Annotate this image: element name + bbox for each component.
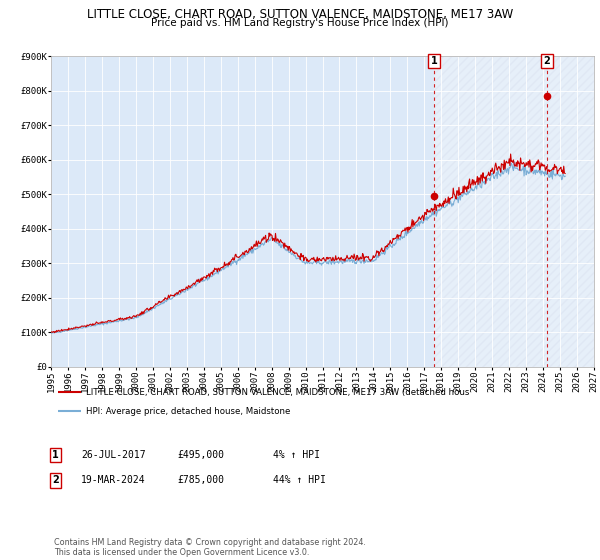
- Text: 4% ↑ HPI: 4% ↑ HPI: [273, 450, 320, 460]
- Text: Price paid vs. HM Land Registry's House Price Index (HPI): Price paid vs. HM Land Registry's House …: [151, 18, 449, 29]
- Text: £785,000: £785,000: [177, 475, 224, 486]
- Text: HPI: Average price, detached house, Maidstone: HPI: Average price, detached house, Maid…: [86, 407, 290, 416]
- Text: 44% ↑ HPI: 44% ↑ HPI: [273, 475, 326, 486]
- Text: 2: 2: [52, 475, 59, 486]
- Text: LITTLE CLOSE, CHART ROAD, SUTTON VALENCE, MAIDSTONE, ME17 3AW: LITTLE CLOSE, CHART ROAD, SUTTON VALENCE…: [87, 8, 513, 21]
- Text: 19-MAR-2024: 19-MAR-2024: [81, 475, 146, 486]
- Text: 1: 1: [52, 450, 59, 460]
- Bar: [434, 56, 594, 367]
- Text: 26-JUL-2017: 26-JUL-2017: [81, 450, 146, 460]
- Text: LITTLE CLOSE, CHART ROAD, SUTTON VALENCE, MAIDSTONE, ME17 3AW (detached hous: LITTLE CLOSE, CHART ROAD, SUTTON VALENCE…: [86, 388, 470, 396]
- Bar: [434, 56, 594, 367]
- Text: 2: 2: [544, 56, 550, 66]
- Text: £495,000: £495,000: [177, 450, 224, 460]
- Text: Contains HM Land Registry data © Crown copyright and database right 2024.
This d: Contains HM Land Registry data © Crown c…: [54, 538, 366, 557]
- Text: 1: 1: [431, 56, 437, 66]
